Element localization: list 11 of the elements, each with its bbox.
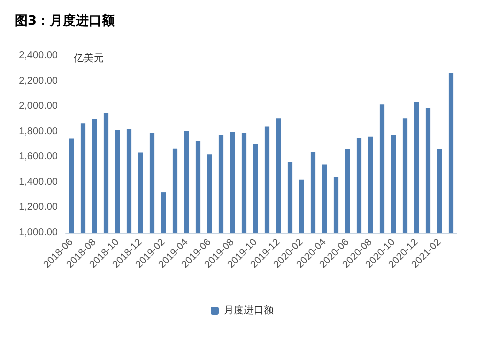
y-tick-label: 1,400.00 <box>19 176 58 188</box>
y-tick-label: 2,200.00 <box>19 76 58 87</box>
y-tick-label: 2,400.00 <box>19 50 58 62</box>
y-tick-label: 1,600.00 <box>19 152 58 163</box>
legend-label: 月度进口额 <box>224 304 274 316</box>
chart-title: 图3：月度进口额 <box>15 13 116 29</box>
y-tick-label: 1,000.00 <box>19 228 58 238</box>
y-axis-title: 亿美元 <box>73 52 104 64</box>
y-tick-label: 2,000.00 <box>19 101 58 112</box>
y-tick-label: 1,200.00 <box>19 202 58 214</box>
y-tick-label: 1,800.00 <box>19 126 58 138</box>
